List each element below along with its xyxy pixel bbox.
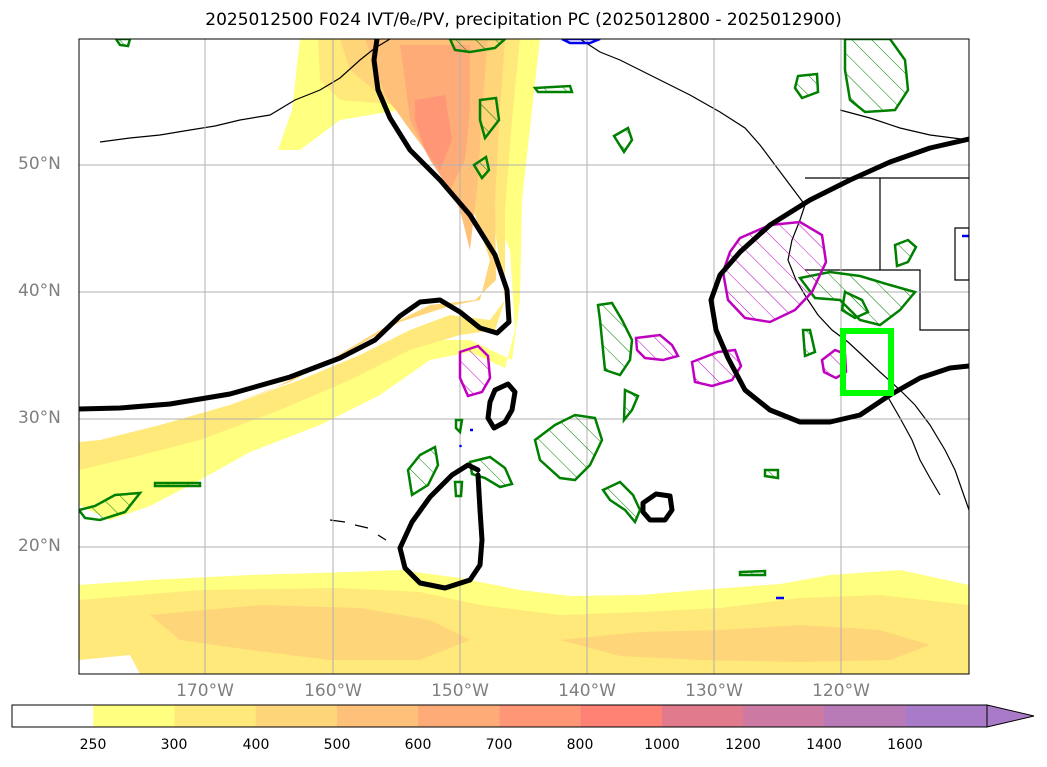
colorbar-segment [418,705,500,727]
colorbar-segments [12,705,988,727]
colorbar-segment [580,705,663,727]
lat-label-40n: 40°N [18,281,61,301]
colorbar-tick-label: 1600 [887,737,923,753]
colorbar-segment [337,705,419,727]
precip-contours-green [79,39,918,577]
ivt-contour-black [79,39,969,591]
colorbar [11,704,1035,728]
map-layers [79,39,969,674]
lat-label-30n: 30°N [18,408,61,428]
colorbar-segment [743,705,825,727]
colorbar-segment [12,705,94,727]
colorbar-segment [824,705,907,727]
colorbar-tick-label: 300 [160,737,188,753]
ivt-shading-south [79,570,969,674]
colorbar-segment [499,705,582,727]
colorbar-extend-arrow [986,704,1035,728]
colorbar-tick-label: 700 [485,737,513,753]
colorbar-tick-label: 800 [566,737,594,753]
lon-label-140w: 140°W [558,681,616,701]
lon-label-170w: 170°W [176,681,234,701]
colorbar-tick-label: 1400 [806,737,842,753]
map-title: 2025012500 F024 IVT/θₑ/PV, precipitation… [205,10,842,30]
colorbar-tick-label: 500 [323,737,351,753]
lon-label-150w: 150°W [431,681,489,701]
lon-label-130w: 130°W [685,681,743,701]
lat-label-50n: 50°N [18,154,61,174]
colorbar-segment [174,705,257,727]
lon-label-120w: 120°W [812,681,870,701]
colorbar-segment [255,705,338,727]
colorbar-tick-label: 1200 [725,737,761,753]
lon-label-160w: 160°W [304,681,362,701]
colorbar-segment [662,705,744,727]
colorbar-tick-label: 600 [404,737,432,753]
highlight-box [840,328,894,396]
precip-contours-blue [458,39,969,600]
lat-label-20n: 20°N [18,536,61,556]
colorbar-segment [905,705,988,727]
colorbar-tick-label: 250 [79,737,107,753]
colorbar-tick-label: 400 [242,737,270,753]
map-frame [78,38,970,675]
colorbar-tick-label: 1000 [644,737,680,753]
ivt-shading-plume [79,39,540,520]
colorbar-segment [93,705,175,727]
